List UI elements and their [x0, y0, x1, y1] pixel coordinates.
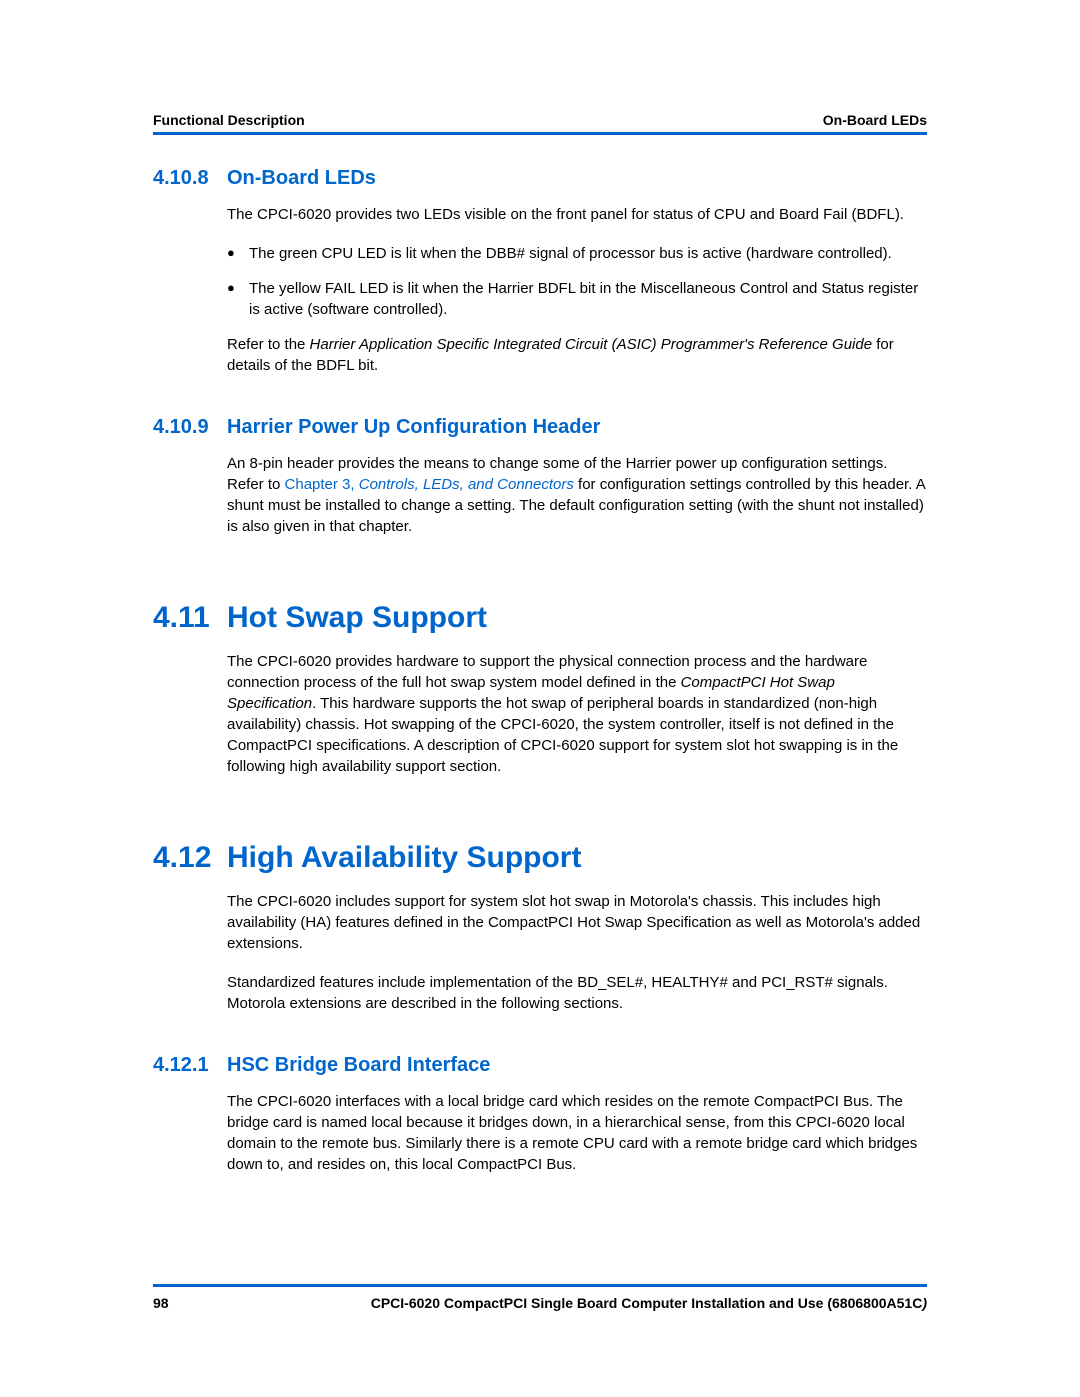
page-header: Functional Description On-Board LEDs [153, 112, 927, 128]
heading-4-11: 4.11 Hot Swap Support [153, 601, 927, 635]
footer-title: CPCI-6020 CompactPCI Single Board Comput… [371, 1295, 927, 1311]
heading-number: 4.12 [153, 841, 227, 875]
spacer [153, 799, 927, 841]
section-body: The CPCI-6020 interfaces with a local br… [227, 1091, 927, 1175]
heading-number: 4.11 [153, 601, 227, 635]
paragraph: The CPCI-6020 provides two LEDs visible … [227, 204, 927, 225]
cross-reference-link[interactable]: Chapter 3, Controls, LEDs, and Connector… [285, 476, 574, 493]
heading-number: 4.12.1 [153, 1054, 227, 1077]
heading-4-12: 4.12 High Availability Support [153, 841, 927, 875]
text-run: . This hardware supports the hot swap of… [227, 695, 898, 775]
paragraph: The CPCI-6020 interfaces with a local br… [227, 1091, 927, 1175]
paragraph: An 8-pin header provides the means to ch… [227, 453, 927, 537]
spacer [153, 398, 927, 416]
bullet-icon: ● [227, 278, 249, 320]
text-run: Refer to the [227, 336, 310, 353]
page-number: 98 [153, 1295, 169, 1311]
paragraph: The CPCI-6020 provides hardware to suppo… [227, 651, 927, 777]
section-body: An 8-pin header provides the means to ch… [227, 453, 927, 537]
page-footer: 98 CPCI-6020 CompactPCI Single Board Com… [153, 1284, 927, 1311]
paragraph: Standardized features include implementa… [227, 972, 927, 1014]
footer-text-em: ) [922, 1295, 927, 1311]
list-item-text: The yellow FAIL LED is lit when the Harr… [249, 278, 927, 320]
paragraph: Refer to the Harrier Application Specifi… [227, 334, 927, 376]
heading-title: Harrier Power Up Configuration Header [227, 416, 600, 439]
link-text: Chapter 3, [285, 476, 359, 493]
heading-title: HSC Bridge Board Interface [227, 1054, 490, 1077]
section-body: The CPCI-6020 includes support for syste… [227, 891, 927, 1014]
header-right: On-Board LEDs [823, 112, 927, 128]
spacer [153, 1036, 927, 1054]
spacer [153, 559, 927, 601]
paragraph: The CPCI-6020 includes support for syste… [227, 891, 927, 954]
list-item-text: The green CPU LED is lit when the DBB# s… [249, 243, 927, 264]
list-item: ● The yellow FAIL LED is lit when the Ha… [227, 278, 927, 320]
header-rule [153, 132, 927, 135]
heading-4-12-1: 4.12.1 HSC Bridge Board Interface [153, 1054, 927, 1077]
heading-4-10-8: 4.10.8 On-Board LEDs [153, 167, 927, 190]
footer-row: 98 CPCI-6020 CompactPCI Single Board Com… [153, 1295, 927, 1311]
heading-title: High Availability Support [227, 841, 581, 875]
section-body: The CPCI-6020 provides hardware to suppo… [227, 651, 927, 777]
heading-4-10-9: 4.10.9 Harrier Power Up Configuration He… [153, 416, 927, 439]
footer-text: CPCI-6020 CompactPCI Single Board Comput… [371, 1295, 923, 1311]
section-body: The CPCI-6020 provides two LEDs visible … [227, 204, 927, 376]
footer-rule [153, 1284, 927, 1287]
heading-title: Hot Swap Support [227, 601, 487, 635]
bullet-list: ● The green CPU LED is lit when the DBB#… [227, 243, 927, 320]
link-emphasis: Controls, LEDs, and Connectors [359, 476, 574, 493]
heading-number: 4.10.9 [153, 416, 227, 439]
text-emphasis: Harrier Application Specific Integrated … [310, 336, 873, 353]
list-item: ● The green CPU LED is lit when the DBB#… [227, 243, 927, 264]
heading-title: On-Board LEDs [227, 167, 376, 190]
heading-number: 4.10.8 [153, 167, 227, 190]
bullet-icon: ● [227, 243, 249, 264]
header-left: Functional Description [153, 112, 305, 128]
